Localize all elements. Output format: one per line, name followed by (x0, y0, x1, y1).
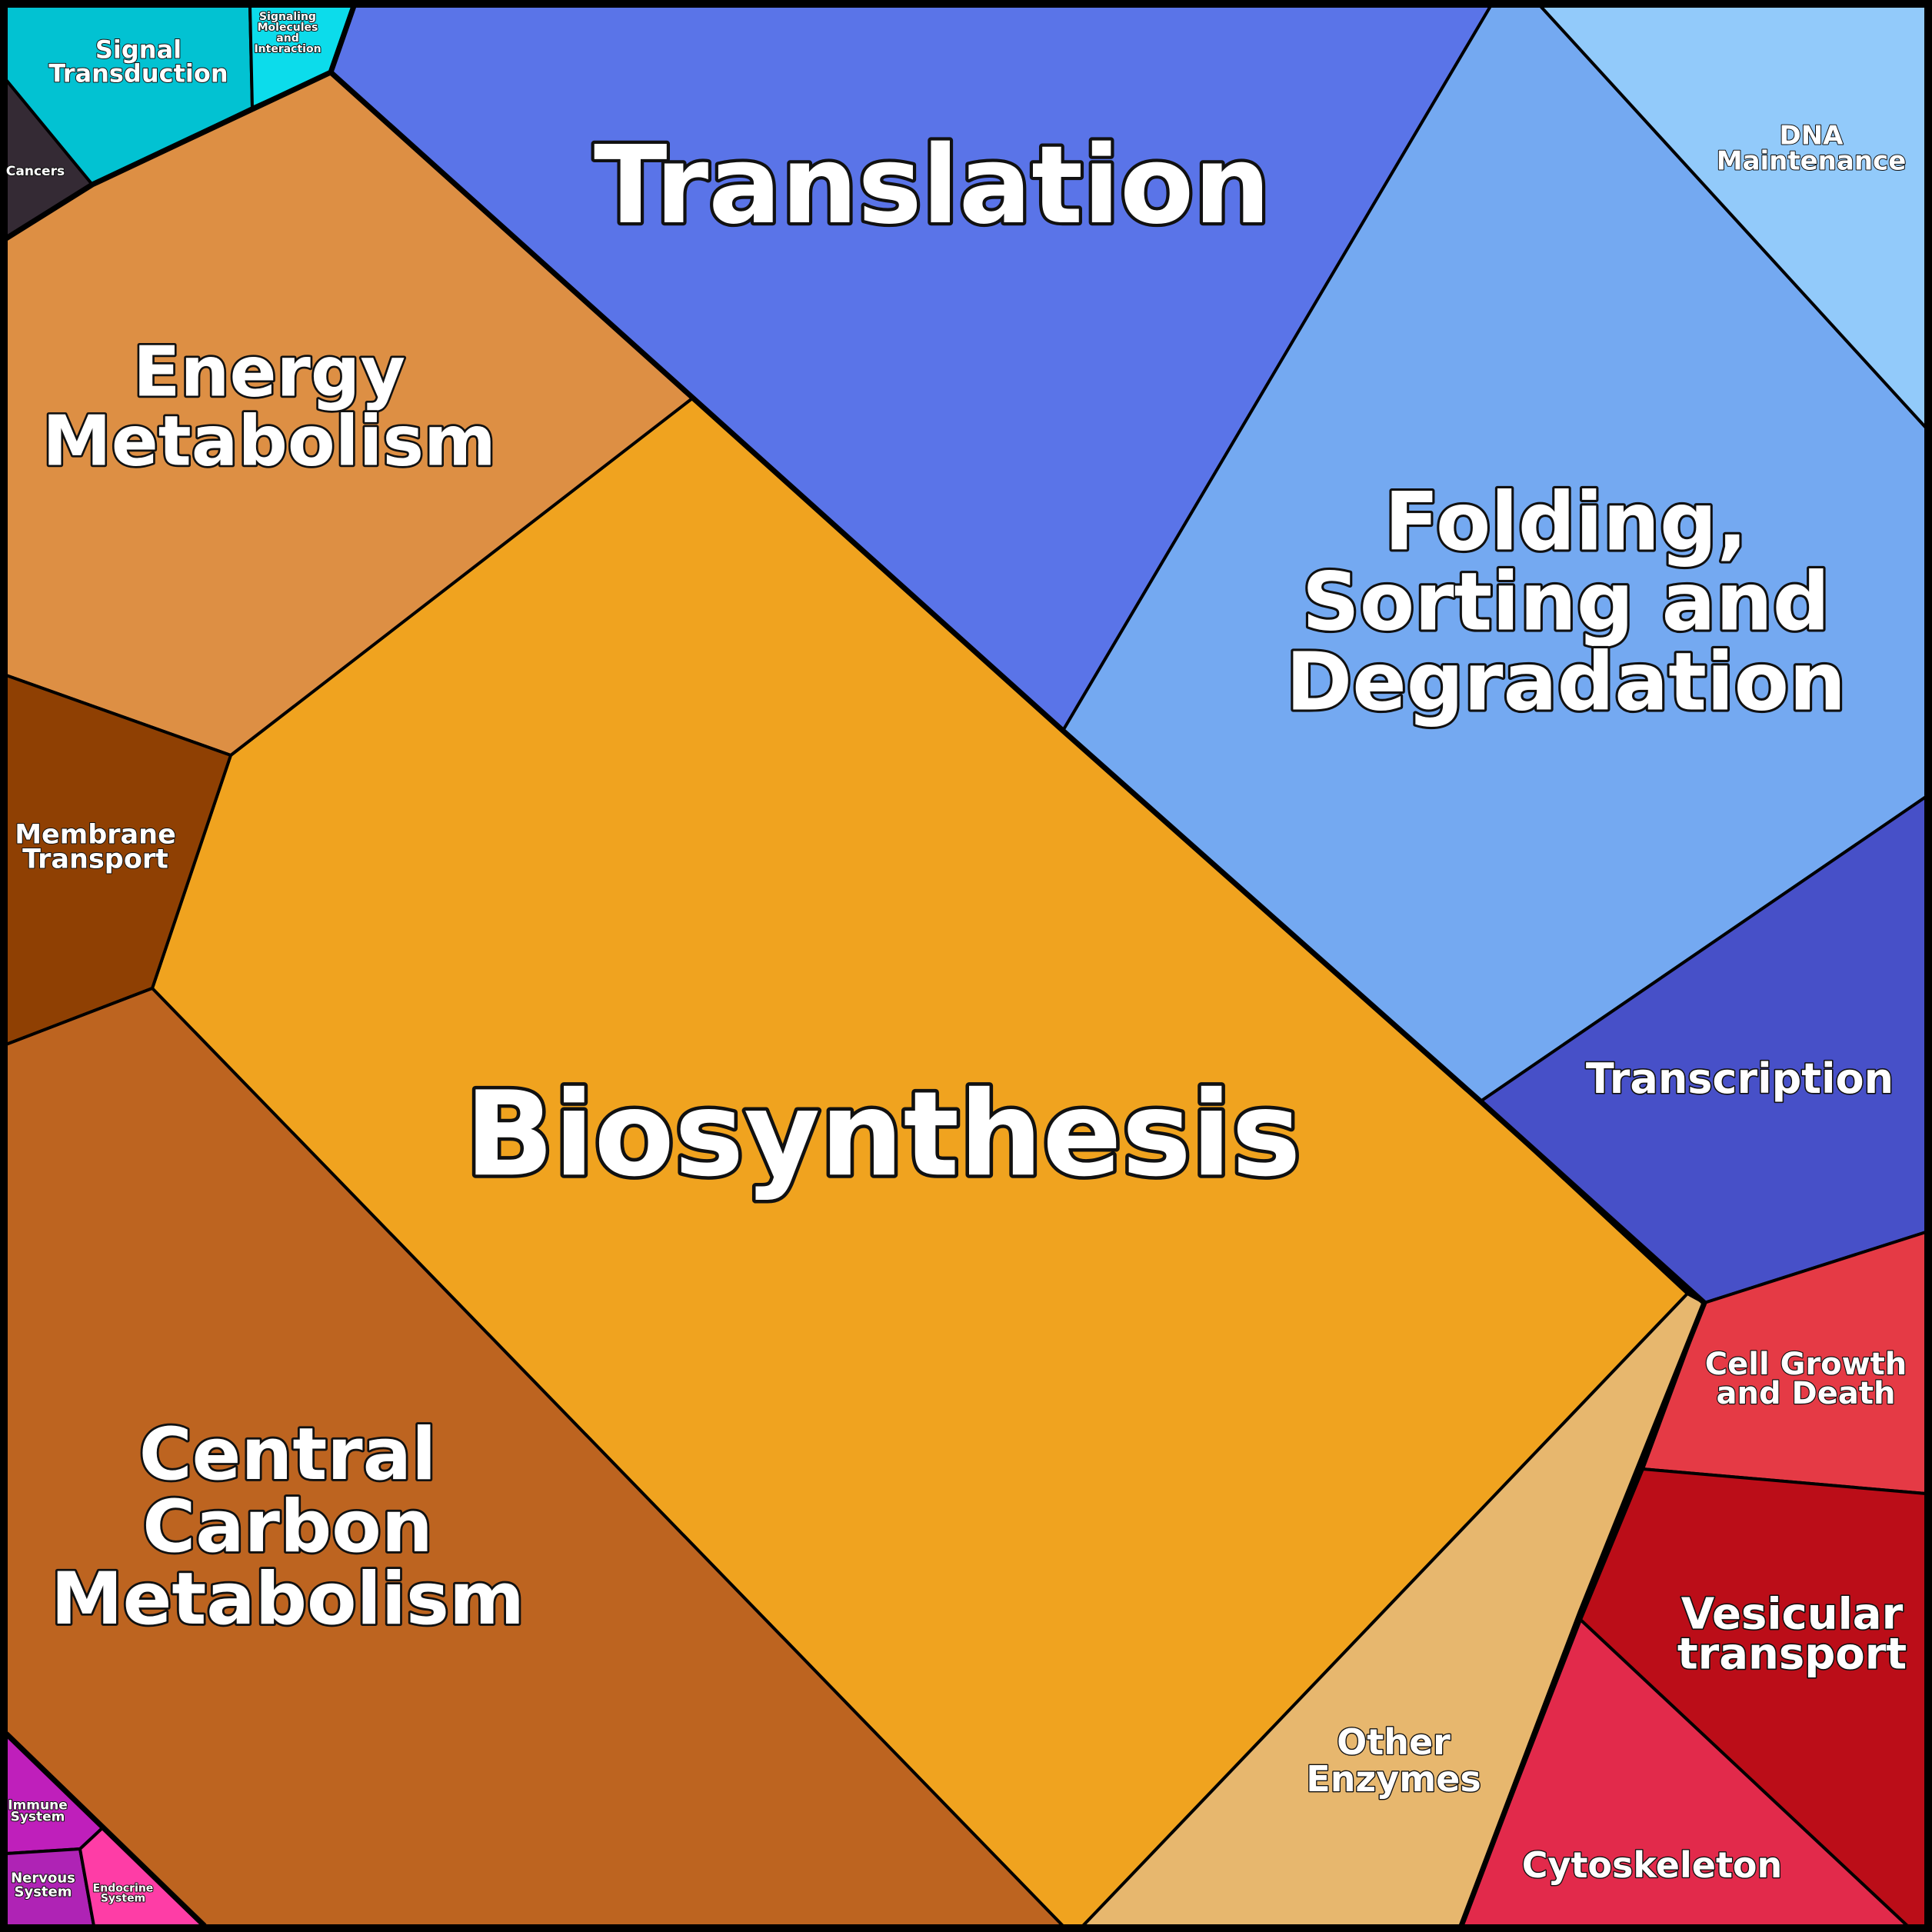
label-signaling-molecules: Signaling Molecules and Interaction (254, 11, 321, 55)
label-line: Cytoskeleton (1522, 1844, 1783, 1886)
label-line: Nervous (11, 1870, 75, 1886)
label-line: transport (1677, 1630, 1907, 1680)
label-line: Membrane (15, 819, 176, 850)
label-line: Endocrine (93, 1882, 154, 1894)
label-line: Metabolism (42, 401, 496, 482)
label-immune-system: Immune System (8, 1797, 68, 1824)
label-dna-maintenance: DNA Maintenance (1717, 120, 1907, 176)
label-line: Maintenance (1717, 145, 1907, 176)
group-boundary-environmental (5, 5, 357, 241)
label-endocrine-system: Endocrine System (93, 1882, 154, 1904)
label-line: Cancers (6, 164, 65, 179)
cells-layer (5, 5, 1927, 1927)
label-line: System (15, 1884, 72, 1900)
label-cytoskeleton: Cytoskeleton (1522, 1844, 1783, 1886)
label-line: Cell Growth (1705, 1347, 1907, 1382)
label-line: System (101, 1892, 145, 1904)
label-line: Translation (594, 123, 1271, 248)
label-line: Vesicular (1681, 1590, 1904, 1640)
label-other-enzymes: Other Enzymes (1306, 1721, 1481, 1800)
label-line: and (276, 32, 298, 45)
group-boundary-cellular-processes (1458, 1301, 1707, 1927)
label-line: Degradation (1286, 635, 1846, 728)
label-line: and Death (1717, 1376, 1896, 1411)
label-line: Carbon (142, 1485, 433, 1569)
label-membrane-transport: Membrane Transport (15, 819, 176, 874)
label-folding: Folding, Sorting and Degradation (1286, 475, 1846, 728)
label-signal-transduction: Signal Transduction (48, 35, 228, 88)
label-line: Metabolism (51, 1557, 525, 1641)
label-line: System (11, 1809, 65, 1824)
label-line: Biosynthesis (465, 1066, 1301, 1202)
label-line: Central (139, 1413, 437, 1497)
label-central-carbon-metabolism: Central Carbon Metabolism (51, 1413, 525, 1641)
label-transcription: Transcription (1586, 1054, 1894, 1103)
label-line: DNA (1780, 120, 1844, 151)
label-cancers: Cancers (6, 164, 65, 179)
label-line: Signaling (259, 11, 316, 23)
group-boundary-organismal-systems (4, 1731, 207, 1928)
label-line: Energy (133, 332, 405, 413)
label-line: Enzymes (1306, 1758, 1481, 1800)
label-line: Interaction (254, 43, 321, 55)
label-line: Molecules (258, 22, 318, 34)
label-translation: Translation (594, 123, 1271, 248)
label-vesicular-transport: Vesicular transport (1677, 1590, 1907, 1680)
label-line: Transport (22, 844, 168, 874)
label-line: Signal (95, 35, 182, 65)
label-line: Transduction (48, 59, 228, 88)
label-line: Other (1337, 1721, 1451, 1763)
label-line: Immune (8, 1797, 68, 1813)
label-biosynthesis: Biosynthesis (465, 1066, 1301, 1202)
label-line: Sorting and (1302, 555, 1830, 648)
label-cell-growth: Cell Growth and Death (1705, 1347, 1907, 1411)
label-line: Transcription (1586, 1054, 1894, 1103)
label-nervous-system: Nervous System (11, 1870, 75, 1900)
label-energy-metabolism: Energy Metabolism (42, 332, 496, 482)
labels-layer: Translation Folding, Sorting and Degradatio… (5, 10, 1908, 1905)
group-boundary-main-diagonal (328, 70, 1707, 1305)
label-line: Folding, (1384, 475, 1747, 568)
